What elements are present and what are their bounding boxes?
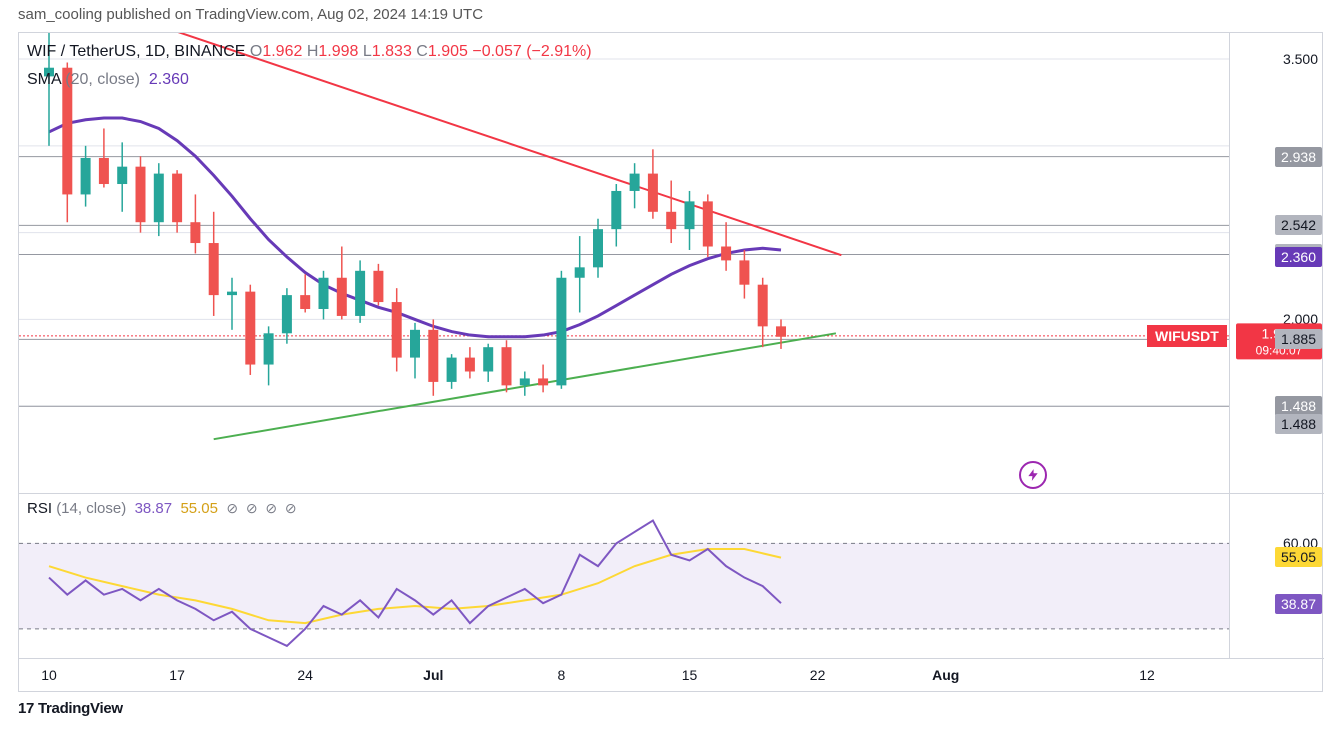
price-tag: 2.938 [1275,147,1322,167]
time-label: 8 [557,667,565,683]
rsi-scale[interactable]: 60.0055.0538.87 [1229,493,1324,658]
tradingview-logo: 17 TradingView [18,700,123,717]
price-tag: 1.488 [1275,414,1322,434]
chart-header: sam_cooling published on TradingView.com… [18,6,483,23]
time-axis[interactable]: 10 17 24 Jul 8 15 22 Aug 12 [19,658,1324,693]
time-label: 15 [682,667,698,683]
price-tag: 2.542 [1275,215,1322,235]
price-tag: 2.360 [1275,247,1322,267]
chart-container: WIF / TetherUS, 1D, BINANCE O1.962 H1.99… [18,32,1323,692]
price-pane[interactable]: WIF / TetherUS, 1D, BINANCE O1.962 H1.99… [19,33,1229,493]
rsi-tag: 55.05 [1275,547,1322,567]
symbol-tag: WIFUSDT [1147,325,1227,347]
legend-rsi: RSI (14, close) 38.87 55.05 ⊘ ⊘ ⊘ ⊘ [27,500,297,517]
price-tag: 1.885 [1275,329,1322,349]
time-label: 17 [169,667,185,683]
time-label: 12 [1139,667,1155,683]
time-label: Jul [423,667,443,683]
time-label: 22 [810,667,826,683]
rsi-tag: 38.87 [1275,594,1322,614]
legend-ohlc: WIF / TetherUS, 1D, BINANCE O1.962 H1.99… [27,43,592,61]
time-label: 10 [41,667,57,683]
price-scale[interactable]: 3.5002.0002.9382.5422.3742.3601.90509:40… [1229,33,1324,493]
time-label: Aug [932,667,959,683]
lightning-icon[interactable] [1019,461,1047,489]
legend-sma: SMA (20, close) 2.360 [27,71,189,89]
rsi-pane[interactable]: RSI (14, close) 38.87 55.05 ⊘ ⊘ ⊘ ⊘ [19,493,1229,658]
time-label: 24 [297,667,313,683]
